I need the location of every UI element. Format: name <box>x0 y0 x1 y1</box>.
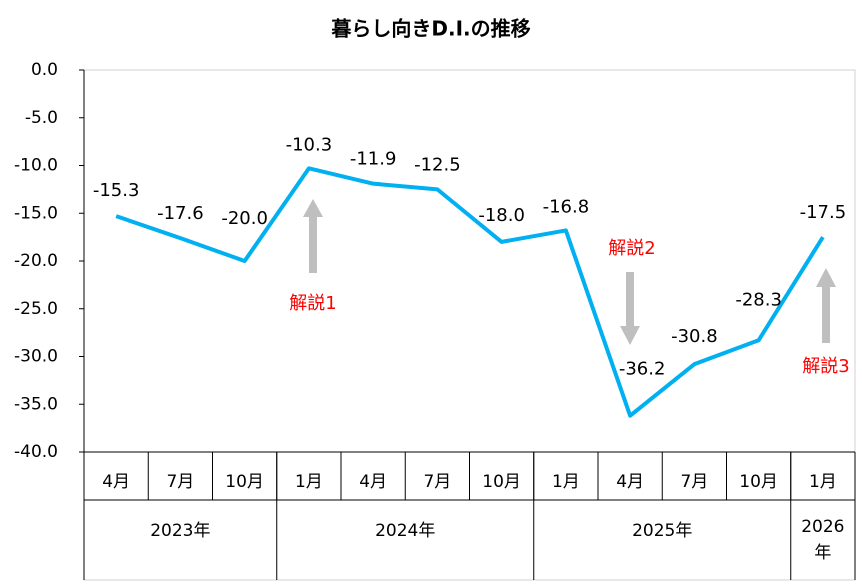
y-tick-label: -35.0 <box>14 394 58 414</box>
year-label: 2026年 <box>801 517 845 563</box>
value-label: -28.3 <box>735 289 782 310</box>
value-label: -11.9 <box>350 149 397 170</box>
y-tick-label: -10.0 <box>14 156 58 176</box>
x-tick-label: 10月 <box>739 472 778 492</box>
y-tick-label: -15.0 <box>14 203 58 223</box>
year-label-box: 2025年 <box>632 521 693 541</box>
x-tick-label: 7月 <box>423 472 451 492</box>
annotation: 解説1 <box>289 293 336 314</box>
value-label: -17.6 <box>157 203 204 224</box>
x-tick-label: 1月 <box>552 472 580 492</box>
year-label: 2023年 <box>150 521 211 541</box>
annotation: 解説3 <box>802 356 849 377</box>
value-label: -18.0 <box>478 205 525 226</box>
year-label-box: 2024年 <box>375 521 436 541</box>
value-label: -36.2 <box>619 359 666 380</box>
value-label: -16.8 <box>543 196 590 217</box>
y-tick-label: 0.0 <box>31 60 58 80</box>
line <box>115 166 825 418</box>
x-tick-label: 10月 <box>482 472 521 492</box>
arrows <box>303 199 836 345</box>
value-label: -10.3 <box>286 134 333 155</box>
chart-title: 暮らし向きD.I.の推移 <box>330 17 530 41</box>
value-label: -17.5 <box>800 202 847 223</box>
year-label-box: 2026年 <box>801 517 845 563</box>
x-tick-label: 7月 <box>680 472 708 492</box>
y-tick-label: -5.0 <box>25 108 58 128</box>
y-tick-label: -20.0 <box>14 251 58 271</box>
value-label: -30.8 <box>671 326 718 347</box>
x-tick-label: 1月 <box>295 472 323 492</box>
y-tick-label: -40.0 <box>14 442 58 462</box>
x-tick-label: 4月 <box>102 472 130 492</box>
annotation: 解説2 <box>608 238 655 259</box>
value-label: -20.0 <box>221 208 268 229</box>
x-tick-label: 10月 <box>225 472 264 492</box>
x-tick-label: 4月 <box>616 472 644 492</box>
year-label: 2024年 <box>375 521 436 541</box>
x-tick-label: 1月 <box>809 472 837 492</box>
y-tick-label: -30.0 <box>14 347 58 367</box>
year-label: 2025年 <box>632 521 693 541</box>
x-tick-label: 4月 <box>359 472 387 492</box>
value-label: -12.5 <box>414 154 461 175</box>
y-tick-label: -25.0 <box>14 299 58 319</box>
x-tick-label: 7月 <box>166 472 194 492</box>
year-label-box: 2023年 <box>150 521 211 541</box>
value-label: -15.3 <box>93 180 140 201</box>
